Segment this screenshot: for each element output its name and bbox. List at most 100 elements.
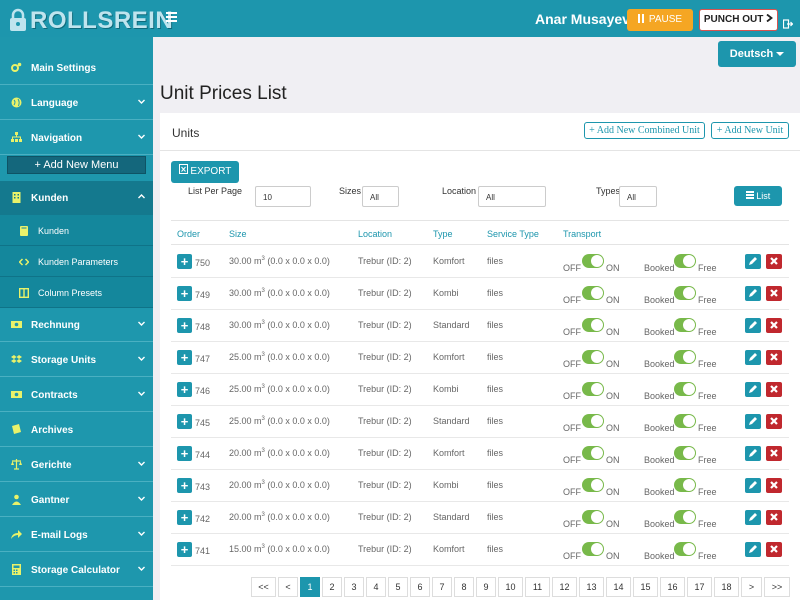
edit-button[interactable]: [745, 286, 761, 301]
pagination-first-button[interactable]: <<: [251, 577, 276, 597]
pagination-page-14[interactable]: 14: [606, 577, 631, 597]
pagination-prev-button[interactable]: <: [278, 577, 298, 597]
expand-row-button[interactable]: +: [177, 382, 192, 397]
availability-toggle[interactable]: [674, 350, 696, 364]
logout-icon[interactable]: [783, 19, 793, 29]
pagination-last-button[interactable]: >>: [764, 577, 790, 597]
availability-toggle[interactable]: [674, 542, 696, 556]
expand-row-button[interactable]: +: [177, 446, 192, 461]
edit-button[interactable]: [745, 510, 761, 525]
expand-row-button[interactable]: +: [177, 254, 192, 269]
hamburger-menu-icon[interactable]: [166, 12, 178, 24]
list-per-page-input[interactable]: 10: [255, 186, 311, 207]
availability-toggle[interactable]: [674, 286, 696, 300]
language-dropdown-button[interactable]: Deutsch: [718, 41, 796, 67]
transport-toggle[interactable]: [582, 286, 604, 300]
transport-toggle[interactable]: [582, 478, 604, 492]
transport-toggle[interactable]: [582, 542, 604, 556]
availability-toggle[interactable]: [674, 478, 696, 492]
delete-button[interactable]: [766, 542, 782, 557]
pagination-page-16[interactable]: 16: [660, 577, 685, 597]
sidebar-item-email-logs[interactable]: E-mail Logs: [0, 518, 153, 552]
transport-toggle[interactable]: [582, 318, 604, 332]
sidebar-item-contracts[interactable]: Contracts: [0, 378, 153, 412]
logo[interactable]: ROLLSREIN: [8, 4, 173, 34]
sidebar-item-main-settings[interactable]: Main Settings: [0, 51, 153, 85]
sidebar-item-rechnung[interactable]: Rechnung: [0, 308, 153, 342]
delete-button[interactable]: [766, 414, 782, 429]
expand-row-button[interactable]: +: [177, 318, 192, 333]
pagination-page-7[interactable]: 7: [432, 577, 452, 597]
sidebar-item-language[interactable]: Language: [0, 86, 153, 120]
sidebar-subitem-column-presets[interactable]: Column Presets: [0, 277, 153, 308]
sizes-select[interactable]: All: [362, 186, 399, 207]
transport-toggle[interactable]: [582, 350, 604, 364]
pagination-page-3[interactable]: 3: [344, 577, 364, 597]
add-new-menu-button[interactable]: + Add New Menu: [7, 156, 146, 174]
column-header-service-type[interactable]: Service Type: [487, 229, 539, 239]
expand-row-button[interactable]: +: [177, 414, 192, 429]
expand-row-button[interactable]: +: [177, 350, 192, 365]
edit-button[interactable]: [745, 446, 761, 461]
pagination-page-17[interactable]: 17: [687, 577, 712, 597]
pause-button[interactable]: PAUSE: [627, 9, 693, 31]
sidebar-item-gerichte[interactable]: Gerichte: [0, 448, 153, 482]
delete-button[interactable]: [766, 446, 782, 461]
column-header-transport[interactable]: Transport: [563, 229, 602, 239]
delete-button[interactable]: [766, 254, 782, 269]
expand-row-button[interactable]: +: [177, 542, 192, 557]
column-header-type[interactable]: Type: [433, 229, 453, 239]
availability-toggle[interactable]: [674, 510, 696, 524]
add-new-unit-button[interactable]: + Add New Unit: [711, 122, 789, 139]
availability-toggle[interactable]: [674, 318, 696, 332]
sidebar-item-kunden[interactable]: Kunden: [0, 181, 153, 215]
location-select[interactable]: All: [478, 186, 546, 207]
pagination-page-4[interactable]: 4: [366, 577, 386, 597]
delete-button[interactable]: [766, 510, 782, 525]
pagination-page-13[interactable]: 13: [579, 577, 604, 597]
pagination-page-11[interactable]: 11: [525, 577, 550, 597]
transport-toggle[interactable]: [582, 382, 604, 396]
edit-button[interactable]: [745, 254, 761, 269]
delete-button[interactable]: [766, 350, 782, 365]
sidebar-item-archives[interactable]: Archives: [0, 413, 153, 447]
pagination-page-10[interactable]: 10: [498, 577, 523, 597]
delete-button[interactable]: [766, 478, 782, 493]
expand-row-button[interactable]: +: [177, 478, 192, 493]
punch-out-button[interactable]: PUNCH OUT: [699, 9, 778, 31]
transport-toggle[interactable]: [582, 446, 604, 460]
list-button[interactable]: List: [734, 186, 782, 206]
delete-button[interactable]: [766, 318, 782, 333]
export-button[interactable]: EXPORT: [171, 161, 239, 183]
sidebar-item-gantner[interactable]: Gantner: [0, 483, 153, 517]
column-header-location[interactable]: Location: [358, 229, 393, 239]
edit-button[interactable]: [745, 382, 761, 397]
types-select[interactable]: All: [619, 186, 657, 207]
add-new-combined-unit-button[interactable]: + Add New Combined Unit: [584, 122, 705, 139]
expand-row-button[interactable]: +: [177, 510, 192, 525]
transport-toggle[interactable]: [582, 414, 604, 428]
availability-toggle[interactable]: [674, 254, 696, 268]
availability-toggle[interactable]: [674, 382, 696, 396]
pagination-page-18[interactable]: 18: [714, 577, 739, 597]
sidebar-item-storage-units[interactable]: Storage Units: [0, 343, 153, 377]
availability-toggle[interactable]: [674, 414, 696, 428]
availability-toggle[interactable]: [674, 446, 696, 460]
transport-toggle[interactable]: [582, 254, 604, 268]
sidebar-item-storage-calculator[interactable]: Storage Calculator: [0, 553, 153, 587]
pagination-page-5[interactable]: 5: [388, 577, 408, 597]
column-header-size[interactable]: Size: [229, 229, 247, 239]
edit-button[interactable]: [745, 414, 761, 429]
edit-button[interactable]: [745, 318, 761, 333]
sidebar-item-navigation[interactable]: Navigation: [0, 121, 153, 155]
delete-button[interactable]: [766, 382, 782, 397]
pagination-page-2[interactable]: 2: [322, 577, 342, 597]
edit-button[interactable]: [745, 350, 761, 365]
edit-button[interactable]: [745, 478, 761, 493]
pagination-page-1[interactable]: 1: [300, 577, 320, 597]
pagination-page-9[interactable]: 9: [476, 577, 496, 597]
pagination-page-8[interactable]: 8: [454, 577, 474, 597]
pagination-page-15[interactable]: 15: [633, 577, 658, 597]
pagination-page-6[interactable]: 6: [410, 577, 430, 597]
delete-button[interactable]: [766, 286, 782, 301]
